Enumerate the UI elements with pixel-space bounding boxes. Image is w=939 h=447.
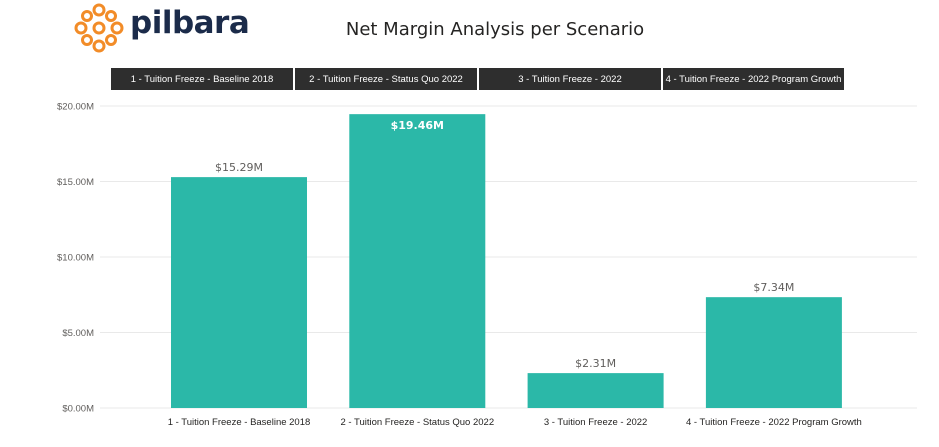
y-tick-label: $10.00M — [57, 253, 94, 264]
bar — [705, 297, 842, 408]
x-tick-label: 1 - Tuition Freeze - Baseline 2018 — [168, 417, 311, 428]
y-tick-label: $5.00M — [62, 328, 94, 339]
bar — [349, 114, 486, 409]
scenario-button-3[interactable]: 3 - Tuition Freeze - 2022 — [479, 68, 661, 90]
x-tick-label: 4 - Tuition Freeze - 2022 Program Growth — [686, 417, 862, 428]
bar — [171, 177, 307, 408]
y-tick-label: $20.00M — [57, 102, 94, 113]
logo-mark-icon — [74, 3, 124, 53]
data-label: $15.29M — [215, 161, 263, 174]
x-tick-label: 2 - Tuition Freeze - Status Quo 2022 — [340, 417, 494, 428]
scenario-button-2[interactable]: 2 - Tuition Freeze - Status Quo 2022 — [295, 68, 477, 90]
data-label: $7.34M — [753, 281, 794, 294]
scenario-button-4[interactable]: 4 - Tuition Freeze - 2022 Program Growth — [663, 68, 844, 90]
chart-title: Net Margin Analysis per Scenario — [345, 19, 645, 40]
data-label: $19.46M — [391, 119, 444, 132]
bar — [527, 373, 664, 408]
data-label: $2.31M — [575, 357, 616, 370]
pilbara-logo: pilbara — [74, 3, 254, 53]
y-tick-label: $15.00M — [57, 177, 94, 188]
scenario-button-1[interactable]: 1 - Tuition Freeze - Baseline 2018 — [111, 68, 293, 90]
y-tick-label: $0.00M — [62, 404, 94, 415]
x-tick-label: 3 - Tuition Freeze - 2022 — [544, 417, 648, 428]
logo-text: pilbara — [130, 5, 250, 41]
